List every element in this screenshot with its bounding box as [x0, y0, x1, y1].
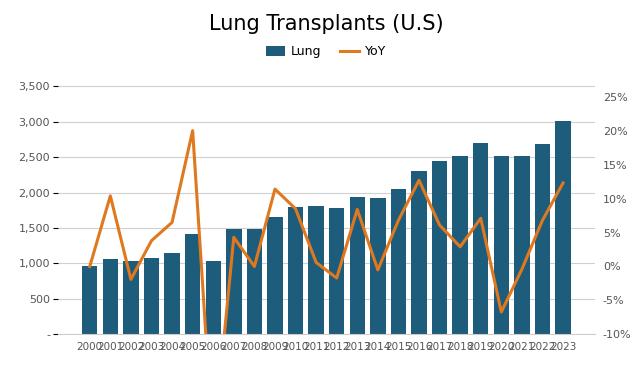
YoY [395, 218, 403, 223]
Bar [493, 156, 509, 334]
Bar [556, 121, 571, 334]
Bar [246, 229, 262, 334]
Bar [164, 253, 180, 334]
Bar [412, 171, 427, 334]
YoY [456, 244, 464, 249]
YoY [436, 223, 444, 227]
Bar [288, 207, 303, 334]
YoY [559, 180, 567, 185]
Bar [370, 198, 385, 334]
Bar [226, 229, 241, 334]
Bar [102, 259, 118, 334]
Bar [349, 198, 365, 334]
YoY [86, 264, 93, 269]
Bar [144, 258, 159, 334]
Bar [432, 161, 447, 334]
Bar [268, 217, 283, 334]
YoY [292, 206, 300, 211]
Bar [473, 143, 488, 334]
YoY [353, 207, 361, 212]
Bar [185, 234, 200, 334]
YoY [312, 260, 320, 265]
Bar [123, 261, 139, 334]
Bar [308, 206, 324, 334]
Bar [514, 156, 530, 334]
YoY [127, 277, 135, 282]
Bar [329, 208, 344, 334]
YoY [106, 193, 114, 198]
Bar [82, 266, 97, 334]
Bar [452, 156, 468, 334]
YoY [333, 276, 340, 280]
YoY [148, 238, 156, 243]
YoY [497, 310, 505, 314]
Line: YoY: YoY [90, 131, 563, 380]
Bar [205, 261, 221, 334]
YoY [271, 187, 279, 192]
Legend: Lung, YoY: Lung, YoY [261, 40, 392, 63]
YoY [518, 267, 525, 271]
YoY [230, 235, 237, 239]
YoY [539, 218, 547, 223]
YoY [374, 268, 381, 272]
YoY [168, 220, 176, 225]
Title: Lung Transplants (U.S): Lung Transplants (U.S) [209, 14, 444, 33]
YoY [477, 216, 484, 220]
Bar [390, 189, 406, 334]
YoY [250, 264, 258, 269]
YoY [415, 178, 423, 182]
Bar [535, 144, 550, 334]
YoY [189, 128, 196, 133]
